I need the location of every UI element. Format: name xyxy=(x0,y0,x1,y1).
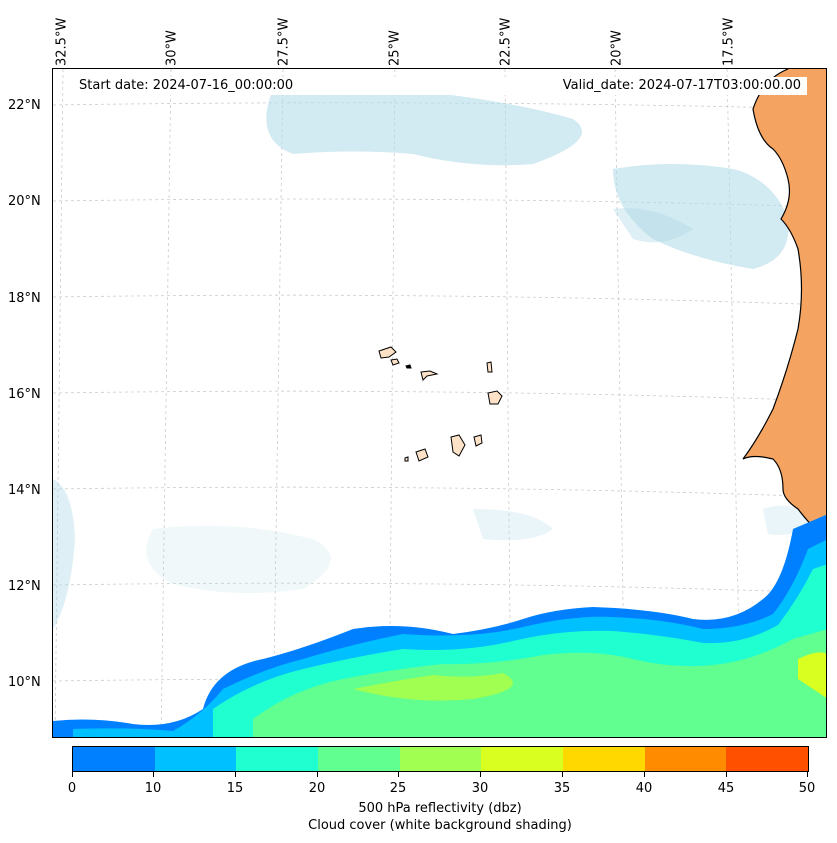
lon-label-17.5W: 17.5°W xyxy=(721,17,737,66)
colorbar-tick xyxy=(480,772,481,777)
colorbar-segment-6 xyxy=(563,747,645,771)
cape-verde-islands xyxy=(378,346,503,462)
colorbar-segment-7 xyxy=(644,747,727,771)
colorbar-tick-label: 35 xyxy=(553,781,571,796)
colorbar-sublabel: Cloud cover (white background shading) xyxy=(308,818,572,833)
lon-label-22.5W: 22.5°W xyxy=(498,17,514,66)
reflectivity-25-30 xyxy=(353,673,513,701)
colorbar-tick-label: 40 xyxy=(635,781,653,796)
coastline xyxy=(742,69,826,539)
valid-date: Valid_date: 2024-07-17T03:00:00.00 xyxy=(562,78,801,93)
info-bar: Start date: 2024-07-16_00:00:00 Valid_da… xyxy=(73,77,807,95)
lon-label-20W: 20°W xyxy=(609,30,625,66)
colorbar-tick xyxy=(317,772,318,777)
colorbar-tick xyxy=(562,772,563,777)
colorbar-segment-8 xyxy=(726,747,809,771)
lat-label-10N: 10°N xyxy=(8,675,41,690)
colorbar-tick xyxy=(726,772,727,777)
map-canvas xyxy=(53,69,826,737)
lat-label-22N: 22°N xyxy=(8,98,41,113)
lat-label-12N: 12°N xyxy=(8,579,41,594)
reflectivity-30-35 xyxy=(798,652,826,698)
colorbar-segment-2 xyxy=(236,747,319,771)
colorbar-tick xyxy=(235,772,236,777)
colorbar-segment-3 xyxy=(318,747,400,771)
colorbar-segment-5 xyxy=(481,747,564,771)
colorbar-tick xyxy=(72,772,73,777)
cloud-cover xyxy=(53,87,813,629)
colorbar-tick-label: 10 xyxy=(144,781,162,796)
colorbar-label: 500 hPa reflectivity (dbz) xyxy=(358,801,522,816)
colorbar-segment-0 xyxy=(73,747,155,771)
map-panel[interactable] xyxy=(52,68,827,738)
land-africa xyxy=(742,69,826,539)
lon-label-25W: 25°W xyxy=(387,30,403,66)
colorbar-tick xyxy=(644,772,645,777)
lat-label-20N: 20°N xyxy=(8,194,41,209)
lat-label-14N: 14°N xyxy=(8,483,41,498)
colorbar-tick xyxy=(398,772,399,777)
colorbar-tick-label: 20 xyxy=(308,781,326,796)
lon-label-30W: 30°W xyxy=(164,30,180,66)
colorbar-tick-label: 25 xyxy=(389,781,407,796)
lon-label-32.5W: 32.5°W xyxy=(54,17,70,66)
start-date: Start date: 2024-07-16_00:00:00 xyxy=(79,78,294,93)
colorbar-tick-label: 0 xyxy=(67,781,77,796)
lon-label-27.5W: 27.5°W xyxy=(276,17,292,66)
colorbar-tick xyxy=(153,772,154,777)
colorbar-segment-1 xyxy=(154,747,237,771)
reflectivity-20-25 xyxy=(253,629,826,737)
colorbar-tick-label: 15 xyxy=(226,781,244,796)
colorbar-tick-label: 30 xyxy=(471,781,489,796)
land-mass xyxy=(743,69,826,538)
lat-label-16N: 16°N xyxy=(8,387,41,402)
colorbar-tick xyxy=(807,772,808,777)
lat-label-18N: 18°N xyxy=(8,291,41,306)
colorbar-tick-label: 45 xyxy=(717,781,735,796)
colorbar xyxy=(72,746,809,772)
colorbar-segment-4 xyxy=(399,747,482,771)
reflectivity-field xyxy=(53,514,826,737)
colorbar-tick-label: 50 xyxy=(798,781,816,796)
